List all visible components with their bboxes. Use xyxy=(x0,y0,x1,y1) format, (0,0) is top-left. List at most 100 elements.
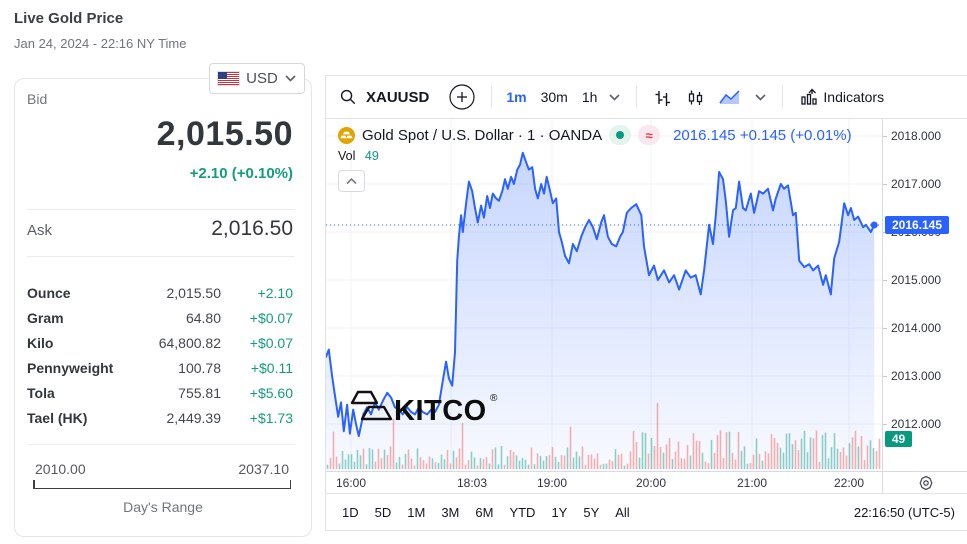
currency-label: USD xyxy=(246,70,278,87)
interval-menu-button[interactable] xyxy=(607,92,622,103)
axis-tick xyxy=(883,328,887,329)
range-button-1y[interactable]: 1Y xyxy=(551,505,568,520)
indicators-button[interactable]: Indicators xyxy=(797,86,886,108)
chart-widget: XAUUSD 1m 30m 1h xyxy=(325,75,967,531)
unit-price: 64,800.82 xyxy=(158,334,221,351)
page-datetime: Jan 24, 2024 - 22:16 NY Time xyxy=(14,36,187,51)
toolbar-separator xyxy=(782,86,784,108)
price-axis-label: 2014.000 xyxy=(891,321,942,335)
market-status-icon[interactable] xyxy=(609,125,632,145)
ask-price: 2,016.50 xyxy=(211,217,293,240)
symbol-title[interactable]: Gold Spot / U.S. Dollar · 1 · OANDA xyxy=(362,126,603,144)
table-row: Tael (HK) 2,449.39 +$1.73 xyxy=(27,405,293,430)
range-button-ytd[interactable]: YTD xyxy=(509,505,536,520)
current-price-badge: 2016.145 xyxy=(885,216,949,235)
chevron-up-icon xyxy=(346,177,357,184)
unit-change: +$5.60 xyxy=(249,384,293,401)
range-button-1m[interactable]: 1M xyxy=(407,505,426,520)
unit-label: Gram xyxy=(27,309,64,326)
unit-change: +$0.07 xyxy=(249,309,293,326)
range-button-5d[interactable]: 5D xyxy=(374,505,392,520)
chart-clock[interactable]: 22:16:50 (UTC-5) xyxy=(853,505,955,520)
interval-button-1h[interactable]: 1h xyxy=(581,89,598,105)
ask-row: Ask 2,016.50 xyxy=(27,217,293,241)
price-axis-label: 2012.000 xyxy=(891,417,942,431)
interval-switcher: 1m 30m 1h xyxy=(506,89,597,105)
us-flag-icon xyxy=(217,71,241,86)
price-axis-label: 2013.000 xyxy=(891,369,942,383)
toolbar-separator xyxy=(491,86,493,108)
symbol-search-button[interactable]: XAUUSD xyxy=(366,88,430,106)
axis-tick xyxy=(883,136,887,137)
unit-price: 64.80 xyxy=(185,309,221,326)
interval-button-30m[interactable]: 30m xyxy=(540,89,568,105)
divider xyxy=(27,444,295,445)
date-range-switcher: 1D 5D 1M 3M 6M YTD 1Y 5Y All xyxy=(342,505,630,520)
compare-add-button[interactable] xyxy=(447,82,477,112)
vol-label: Vol xyxy=(338,149,356,163)
time-axis-label: 19:00 xyxy=(536,476,568,490)
time-axis-label: 21:00 xyxy=(736,476,768,490)
divider xyxy=(27,256,295,257)
axis-tick xyxy=(883,376,887,377)
table-row: Ounce 2,015.50 +2.10 xyxy=(27,280,293,305)
time-axis-label: 16:00 xyxy=(335,476,367,490)
table-row: Kilo 64,800.82 +$0.07 xyxy=(27,330,293,355)
time-axis-label: 18:03 xyxy=(456,476,488,490)
chart-style-bars-button[interactable] xyxy=(651,86,674,109)
range-high: 2037.10 xyxy=(238,461,289,477)
axis-tick xyxy=(883,184,887,185)
delayed-data-icon[interactable]: ≈ xyxy=(638,125,661,145)
interval-button-1m[interactable]: 1m xyxy=(506,89,527,105)
unit-price: 2,449.39 xyxy=(166,409,222,426)
unit-label: Tael (HK) xyxy=(27,409,88,426)
time-axis[interactable]: 16:00 18:03 19:00 20:00 21:00 22:00 xyxy=(326,471,967,493)
chart-style-candles-button[interactable] xyxy=(684,86,707,109)
range-button-6m[interactable]: 6M xyxy=(475,505,494,520)
unit-label: Kilo xyxy=(27,334,54,351)
indicators-icon xyxy=(801,88,818,105)
unit-change: +$0.07 xyxy=(249,334,293,351)
unit-label: Tola xyxy=(27,384,55,401)
unit-change: +2.10 xyxy=(257,284,293,301)
price-chart xyxy=(326,119,882,471)
chart-main: Gold Spot / U.S. Dollar · 1 · OANDA ≈ 20… xyxy=(326,119,967,493)
axis-tick xyxy=(883,280,887,281)
unit-price: 2,015.50 xyxy=(166,284,222,301)
bid-change: +2.10 (+0.10%) xyxy=(189,165,293,182)
chart-settings-button[interactable] xyxy=(914,473,938,493)
ask-label: Ask xyxy=(27,222,53,239)
gear-icon xyxy=(919,475,933,491)
table-row: Pennyweight 100.78 +$0.11 xyxy=(27,355,293,380)
days-range-values: 2010.00 2037.10 xyxy=(35,461,289,477)
area-style-icon xyxy=(719,90,740,104)
currency-selector[interactable]: USD xyxy=(209,63,305,94)
chart-style-area-button[interactable] xyxy=(717,86,743,108)
price-axis-label: 2015.000 xyxy=(891,273,942,287)
unit-price-table: Ounce 2,015.50 +2.10 Gram 64.80 +$0.07 Kilo 64,… xyxy=(27,280,293,430)
chevron-down-icon xyxy=(285,75,296,82)
legend-price: 2016.145 +0.145 (+0.01%) xyxy=(673,126,852,144)
chart-style-menu-button[interactable] xyxy=(753,92,768,103)
range-button-5y[interactable]: 5Y xyxy=(583,505,600,520)
chart-pane[interactable]: Gold Spot / U.S. Dollar · 1 · OANDA ≈ 20… xyxy=(326,119,882,471)
bars-style-icon xyxy=(655,90,671,106)
range-low: 2010.00 xyxy=(35,461,86,477)
range-button-1d[interactable]: 1D xyxy=(342,505,359,520)
unit-label: Ounce xyxy=(27,284,71,301)
search-icon[interactable] xyxy=(340,89,356,105)
table-row: Gram 64.80 +$0.07 xyxy=(27,305,293,330)
chevron-down-icon xyxy=(755,93,766,101)
price-axis-label: 2018.000 xyxy=(891,129,942,143)
plus-circle-icon xyxy=(449,84,475,110)
price-axis[interactable]: 2018.0002017.0002016.0002015.0002014.000… xyxy=(882,119,967,493)
collapse-legend-button[interactable] xyxy=(338,170,365,192)
range-button-3m[interactable]: 3M xyxy=(441,505,460,520)
range-button-all[interactable]: All xyxy=(615,505,630,520)
quote-card: Bid 2,015.50 +2.10 (+0.10%) Ask 2,016.50… xyxy=(14,78,312,537)
chevron-down-icon xyxy=(609,93,620,101)
watermark-text: KITCO xyxy=(394,395,487,427)
time-axis-label: 20:00 xyxy=(635,476,667,490)
chart-toolbar: XAUUSD 1m 30m 1h xyxy=(326,76,967,119)
